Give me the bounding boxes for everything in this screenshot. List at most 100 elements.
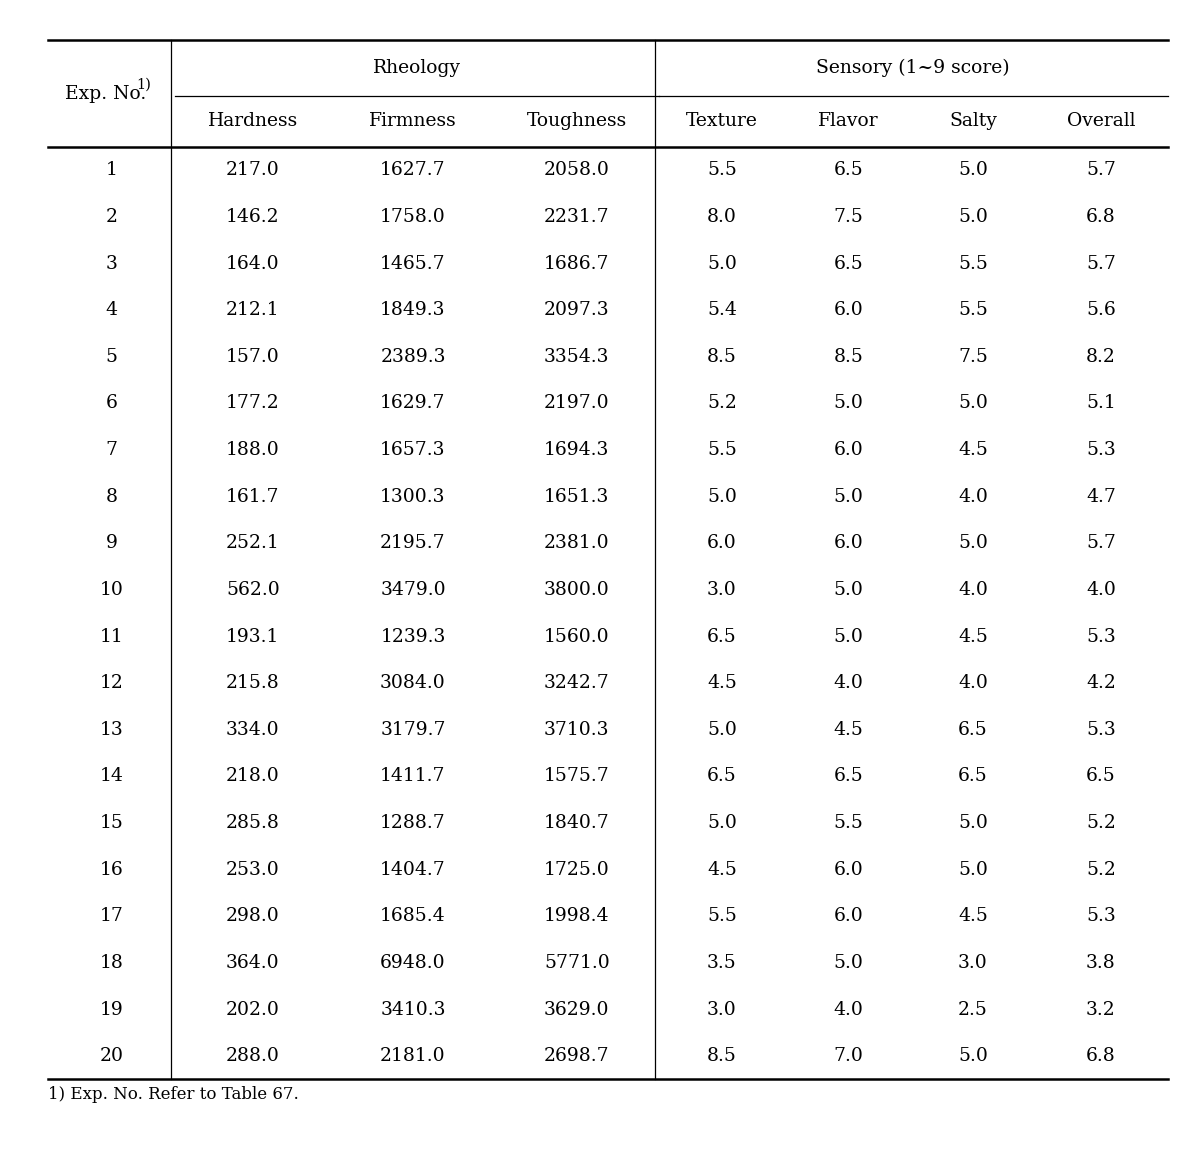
Text: Toughness: Toughness xyxy=(526,112,627,131)
Text: 6.5: 6.5 xyxy=(833,161,863,179)
Text: 217.0: 217.0 xyxy=(226,161,279,179)
Text: 5.5: 5.5 xyxy=(707,441,737,459)
Text: 13: 13 xyxy=(100,721,123,739)
Text: 4.0: 4.0 xyxy=(958,675,987,692)
Text: 5.0: 5.0 xyxy=(958,208,987,226)
Text: 3.0: 3.0 xyxy=(958,953,987,972)
Text: 6.0: 6.0 xyxy=(833,441,863,459)
Text: 5.4: 5.4 xyxy=(707,301,737,319)
Text: 4.0: 4.0 xyxy=(833,1001,863,1018)
Text: 5.5: 5.5 xyxy=(707,907,737,926)
Text: 5.2: 5.2 xyxy=(707,395,737,412)
Text: 6.5: 6.5 xyxy=(1086,767,1116,786)
Text: 5.1: 5.1 xyxy=(1086,395,1116,412)
Text: 1404.7: 1404.7 xyxy=(380,861,445,878)
Text: Flavor: Flavor xyxy=(819,112,879,131)
Text: 6.5: 6.5 xyxy=(958,767,987,786)
Text: 20: 20 xyxy=(100,1047,124,1066)
Text: 3: 3 xyxy=(106,255,117,273)
Text: 1627.7: 1627.7 xyxy=(380,161,445,179)
Text: 4: 4 xyxy=(106,301,118,319)
Text: Hardness: Hardness xyxy=(208,112,299,131)
Text: 5.2: 5.2 xyxy=(1086,861,1116,878)
Text: 5.7: 5.7 xyxy=(1086,161,1116,179)
Text: 4.5: 4.5 xyxy=(707,861,737,878)
Text: 5.0: 5.0 xyxy=(707,487,737,506)
Text: 4.0: 4.0 xyxy=(958,581,987,599)
Text: 5.3: 5.3 xyxy=(1086,721,1116,739)
Text: 10: 10 xyxy=(100,581,123,599)
Text: 3.0: 3.0 xyxy=(707,581,737,599)
Text: 5.0: 5.0 xyxy=(833,581,863,599)
Text: 3.0: 3.0 xyxy=(707,1001,737,1018)
Text: 1) Exp. No. Refer to Table 67.: 1) Exp. No. Refer to Table 67. xyxy=(48,1086,299,1104)
Text: 4.0: 4.0 xyxy=(958,487,987,506)
Text: 161.7: 161.7 xyxy=(226,487,279,506)
Text: 212.1: 212.1 xyxy=(226,301,279,319)
Text: 3800.0: 3800.0 xyxy=(544,581,609,599)
Text: 14: 14 xyxy=(100,767,123,786)
Text: 193.1: 193.1 xyxy=(226,627,279,646)
Text: 562.0: 562.0 xyxy=(226,581,279,599)
Text: 2231.7: 2231.7 xyxy=(544,208,609,226)
Text: 6.0: 6.0 xyxy=(707,535,737,552)
Text: 7.5: 7.5 xyxy=(958,348,987,366)
Text: 146.2: 146.2 xyxy=(226,208,279,226)
Text: 5.3: 5.3 xyxy=(1086,907,1116,926)
Text: 6.5: 6.5 xyxy=(833,767,863,786)
Text: 157.0: 157.0 xyxy=(226,348,279,366)
Text: 2381.0: 2381.0 xyxy=(544,535,609,552)
Text: 5.7: 5.7 xyxy=(1086,535,1116,552)
Text: 1651.3: 1651.3 xyxy=(544,487,609,506)
Text: 4.7: 4.7 xyxy=(1086,487,1116,506)
Text: 3242.7: 3242.7 xyxy=(544,675,609,692)
Text: 1758.0: 1758.0 xyxy=(380,208,445,226)
Text: 5.0: 5.0 xyxy=(833,487,863,506)
Text: 3410.3: 3410.3 xyxy=(380,1001,445,1018)
Text: 6: 6 xyxy=(106,395,117,412)
Text: 164.0: 164.0 xyxy=(226,255,279,273)
Text: 5.5: 5.5 xyxy=(958,255,987,273)
Text: 1998.4: 1998.4 xyxy=(544,907,609,926)
Text: 5: 5 xyxy=(106,348,118,366)
Text: 3.5: 3.5 xyxy=(707,953,737,972)
Text: 2197.0: 2197.0 xyxy=(544,395,609,412)
Text: 4.0: 4.0 xyxy=(833,675,863,692)
Text: 218.0: 218.0 xyxy=(226,767,279,786)
Text: 17: 17 xyxy=(100,907,123,926)
Text: 3179.7: 3179.7 xyxy=(380,721,445,739)
Text: 1: 1 xyxy=(106,161,117,179)
Text: 253.0: 253.0 xyxy=(226,861,279,878)
Text: 8.5: 8.5 xyxy=(707,348,737,366)
Text: 334.0: 334.0 xyxy=(226,721,279,739)
Text: 4.5: 4.5 xyxy=(958,627,987,646)
Text: 5.5: 5.5 xyxy=(958,301,987,319)
Text: 5.0: 5.0 xyxy=(707,815,737,832)
Text: 6.5: 6.5 xyxy=(958,721,987,739)
Text: Sensory (1~9 score): Sensory (1~9 score) xyxy=(816,59,1010,78)
Text: 1694.3: 1694.3 xyxy=(544,441,609,459)
Text: 7.5: 7.5 xyxy=(833,208,863,226)
Text: 6.8: 6.8 xyxy=(1086,1047,1116,1066)
Text: Rheology: Rheology xyxy=(373,59,461,78)
Text: 1686.7: 1686.7 xyxy=(544,255,609,273)
Text: 6.0: 6.0 xyxy=(833,907,863,926)
Text: 4.5: 4.5 xyxy=(958,441,987,459)
Text: 6.0: 6.0 xyxy=(833,861,863,878)
Text: 11: 11 xyxy=(100,627,123,646)
Text: 5.3: 5.3 xyxy=(1086,441,1116,459)
Text: 1685.4: 1685.4 xyxy=(380,907,445,926)
Text: 6.0: 6.0 xyxy=(833,301,863,319)
Text: 5.0: 5.0 xyxy=(958,395,987,412)
Text: 8: 8 xyxy=(106,487,118,506)
Text: 5.0: 5.0 xyxy=(958,161,987,179)
Text: 188.0: 188.0 xyxy=(226,441,279,459)
Text: 15: 15 xyxy=(100,815,123,832)
Text: 1629.7: 1629.7 xyxy=(380,395,445,412)
Text: 4.5: 4.5 xyxy=(833,721,863,739)
Text: Overall: Overall xyxy=(1067,112,1135,131)
Text: 2.5: 2.5 xyxy=(958,1001,987,1018)
Text: 3629.0: 3629.0 xyxy=(544,1001,609,1018)
Text: Texture: Texture xyxy=(686,112,757,131)
Text: 5.0: 5.0 xyxy=(707,255,737,273)
